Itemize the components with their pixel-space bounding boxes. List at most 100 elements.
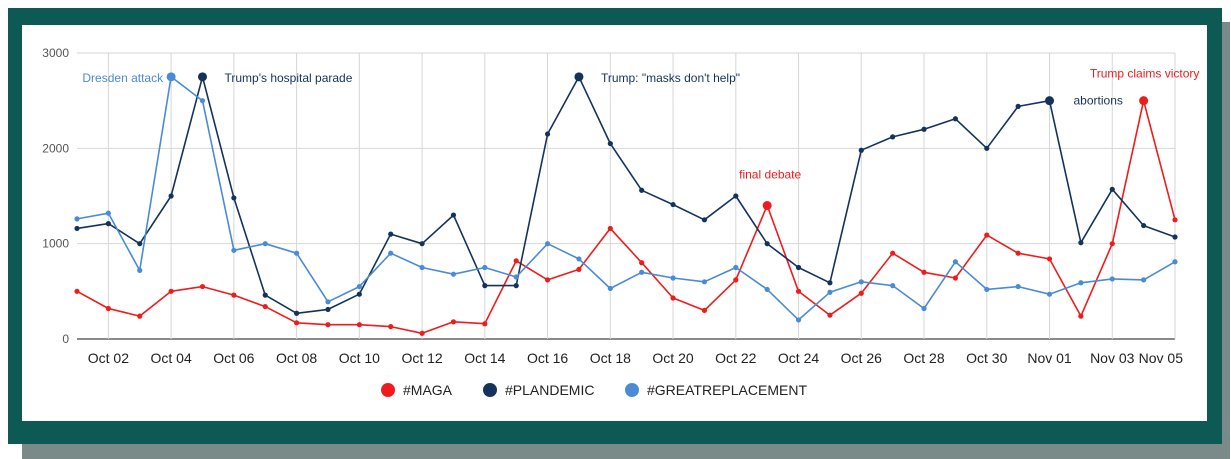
data-point	[1046, 256, 1053, 262]
data-point	[356, 291, 362, 297]
data-point	[639, 187, 645, 193]
x-tick-label: Oct 18	[590, 350, 631, 366]
y-tick-label: 0	[62, 332, 69, 346]
data-point	[890, 250, 896, 256]
data-point	[984, 145, 990, 151]
data-point	[482, 283, 488, 289]
x-tick-label: Oct 24	[778, 350, 819, 366]
data-point	[544, 131, 551, 137]
legend-label: #MAGA	[403, 382, 453, 398]
data-point	[231, 292, 237, 298]
data-point	[105, 221, 111, 227]
line-chart: 0 1000 2000 3000 Oct 02 Oct 04 Oct 06 Oct 08 Oct…	[42, 46, 1200, 398]
data-point	[74, 216, 80, 222]
data-point	[576, 266, 582, 273]
x-tick-label: Oct 26	[841, 350, 882, 366]
data-point	[1015, 250, 1021, 256]
x-tick-label: Nov 05	[1139, 350, 1184, 366]
data-point	[74, 225, 80, 232]
x-tick-label: Oct 30	[966, 350, 1007, 366]
data-point	[137, 267, 143, 273]
data-point	[574, 72, 584, 82]
series-line	[76, 75, 1176, 315]
data-point	[482, 321, 488, 327]
data-point	[764, 286, 770, 293]
data-point	[388, 250, 394, 256]
data-point	[199, 283, 206, 290]
data-point	[168, 193, 174, 199]
data-point	[450, 319, 457, 325]
data-point	[419, 241, 425, 247]
x-tick-label: Oct 20	[652, 350, 693, 366]
data-point	[137, 313, 143, 319]
x-tick-label: Oct 22	[715, 350, 756, 366]
data-point	[701, 217, 708, 223]
data-point	[197, 72, 207, 82]
data-point	[419, 264, 425, 271]
data-point	[921, 126, 927, 132]
x-tick-label: Oct 10	[339, 350, 380, 366]
data-point	[482, 264, 488, 271]
data-point	[231, 195, 237, 201]
data-point	[262, 303, 268, 310]
x-tick-label: Oct 06	[213, 350, 254, 366]
data-point	[984, 232, 990, 238]
data-point	[795, 264, 802, 271]
data-point	[639, 269, 645, 275]
data-point	[639, 260, 645, 266]
data-point	[827, 312, 833, 318]
data-point	[890, 134, 896, 140]
legend-marker	[381, 383, 395, 397]
data-point	[450, 271, 457, 277]
data-point	[952, 116, 959, 122]
x-tick-label: Oct 28	[903, 350, 944, 366]
data-point	[670, 275, 676, 281]
legend-marker	[483, 383, 497, 397]
data-point	[1109, 186, 1115, 192]
data-point	[576, 256, 582, 262]
data-point	[513, 274, 519, 280]
x-tick-label: Oct 04	[150, 350, 191, 366]
data-point	[199, 98, 206, 104]
data-point	[1078, 313, 1084, 319]
data-point	[450, 212, 457, 218]
data-point	[795, 288, 802, 294]
data-point	[827, 280, 833, 286]
data-point	[607, 225, 613, 232]
data-point	[1109, 276, 1115, 282]
data-point	[1015, 103, 1021, 109]
data-point	[419, 330, 425, 336]
x-tick-label: Oct 12	[401, 350, 442, 366]
data-point	[325, 322, 331, 328]
data-point	[1141, 222, 1147, 229]
data-point	[294, 310, 300, 316]
annotation-label: final debate	[739, 168, 801, 182]
data-point	[513, 283, 519, 289]
data-point	[105, 305, 111, 312]
data-point	[262, 241, 268, 247]
data-point	[607, 140, 613, 147]
data-point	[1172, 234, 1178, 240]
data-point	[733, 193, 739, 199]
data-point	[764, 241, 770, 247]
data-point	[388, 324, 394, 330]
data-point	[544, 241, 551, 247]
data-point	[231, 247, 237, 253]
series-line	[76, 99, 1176, 335]
data-point	[544, 277, 551, 283]
legend-marker	[625, 383, 639, 397]
legend-label: #PLANDEMIC	[505, 382, 594, 398]
y-tick-label: 2000	[42, 141, 69, 155]
data-point	[890, 283, 896, 289]
annotation-label: Trump claims victory	[1090, 67, 1200, 81]
data-point	[388, 231, 394, 237]
data-point	[795, 317, 802, 323]
data-point	[952, 275, 959, 281]
x-tick-label: Nov 03	[1090, 350, 1135, 366]
data-point	[356, 322, 362, 328]
data-point	[858, 290, 864, 296]
data-point	[733, 264, 739, 271]
data-point	[513, 258, 519, 264]
x-tick-label: Oct 02	[88, 350, 129, 366]
chart-panel: 0 1000 2000 3000 Oct 02 Oct 04 Oct 06 Oct 08 Oct…	[22, 25, 1207, 421]
